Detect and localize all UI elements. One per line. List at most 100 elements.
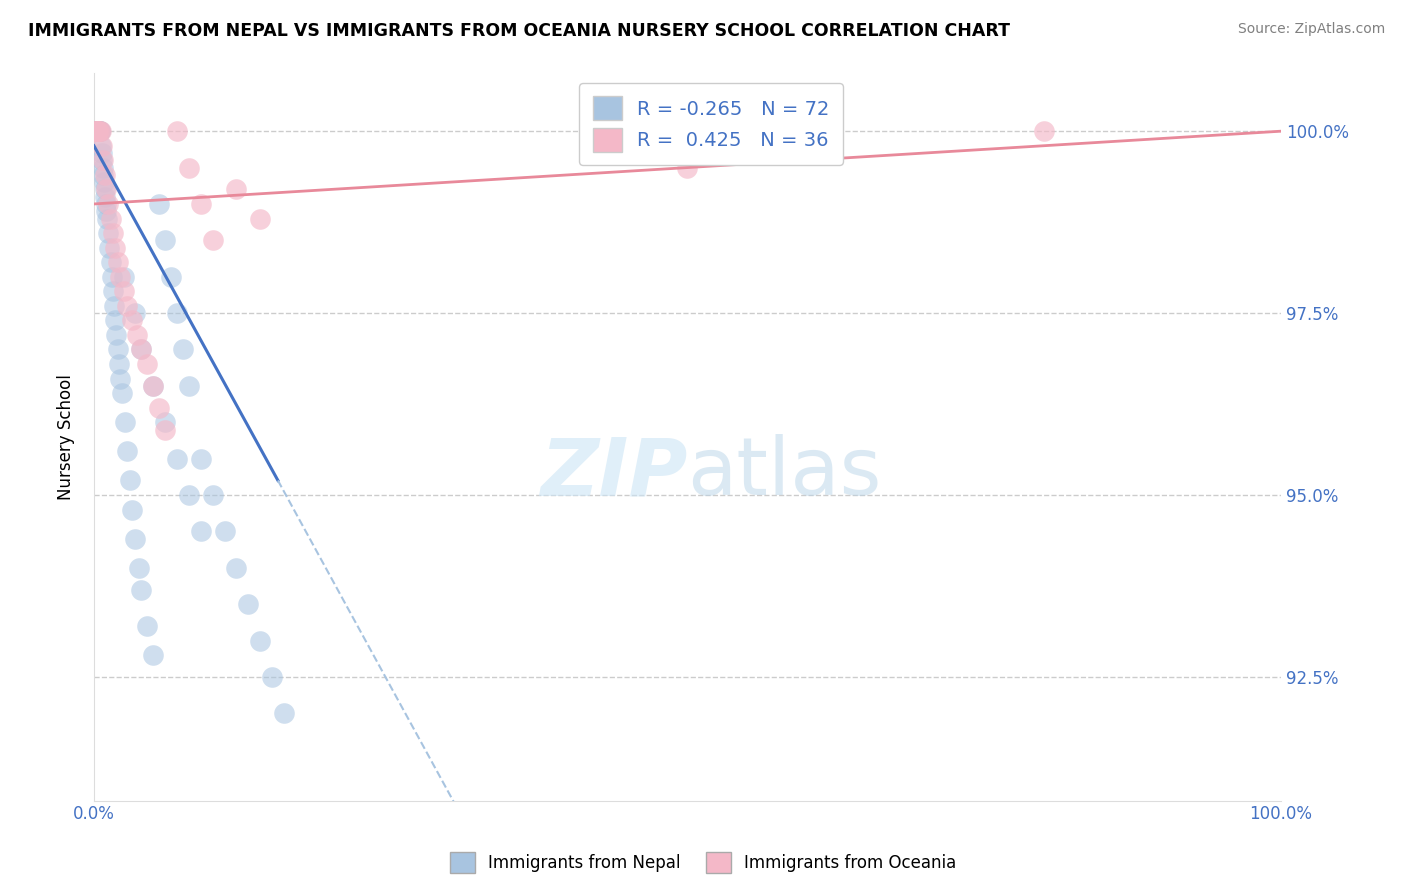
Point xyxy=(676,161,699,175)
Point xyxy=(105,327,128,342)
Point xyxy=(84,124,107,138)
Point xyxy=(121,313,143,327)
Point xyxy=(100,255,122,269)
Point xyxy=(214,524,236,539)
Point xyxy=(101,226,124,240)
Point xyxy=(125,327,148,342)
Point xyxy=(84,124,107,138)
Point xyxy=(124,532,146,546)
Point xyxy=(91,153,114,168)
Point xyxy=(86,124,108,138)
Point xyxy=(97,197,120,211)
Point xyxy=(93,168,115,182)
Point xyxy=(91,161,114,175)
Point xyxy=(98,241,121,255)
Point xyxy=(96,211,118,226)
Point xyxy=(112,269,135,284)
Point xyxy=(86,124,108,138)
Point xyxy=(115,299,138,313)
Point xyxy=(103,299,125,313)
Point xyxy=(104,241,127,255)
Point xyxy=(100,211,122,226)
Point xyxy=(87,124,110,138)
Point xyxy=(136,619,159,633)
Legend: Immigrants from Nepal, Immigrants from Oceania: Immigrants from Nepal, Immigrants from O… xyxy=(443,846,963,880)
Point xyxy=(104,313,127,327)
Point xyxy=(108,269,131,284)
Point xyxy=(87,124,110,138)
Point xyxy=(86,124,108,138)
Point xyxy=(107,343,129,357)
Point xyxy=(148,197,170,211)
Point xyxy=(114,415,136,429)
Point xyxy=(93,153,115,168)
Point xyxy=(142,379,165,393)
Point xyxy=(94,182,117,196)
Point xyxy=(91,138,114,153)
Point xyxy=(128,561,150,575)
Point xyxy=(131,582,153,597)
Point xyxy=(89,124,111,138)
Point xyxy=(172,343,194,357)
Point xyxy=(90,124,112,138)
Text: IMMIGRANTS FROM NEPAL VS IMMIGRANTS FROM OCEANIA NURSERY SCHOOL CORRELATION CHAR: IMMIGRANTS FROM NEPAL VS IMMIGRANTS FROM… xyxy=(28,22,1010,40)
Point xyxy=(121,502,143,516)
Point xyxy=(87,124,110,138)
Point xyxy=(115,444,138,458)
Point xyxy=(84,124,107,138)
Point xyxy=(84,124,107,138)
Point xyxy=(177,488,200,502)
Point xyxy=(112,285,135,299)
Point xyxy=(96,204,118,219)
Point xyxy=(107,255,129,269)
Point xyxy=(153,415,176,429)
Point xyxy=(111,386,134,401)
Point xyxy=(225,182,247,196)
Point xyxy=(83,124,105,138)
Point xyxy=(89,124,111,138)
Point xyxy=(84,124,107,138)
Point xyxy=(94,197,117,211)
Point xyxy=(1032,124,1054,138)
Text: Source: ZipAtlas.com: Source: ZipAtlas.com xyxy=(1237,22,1385,37)
Point xyxy=(160,269,183,284)
Point xyxy=(86,124,108,138)
Point xyxy=(100,269,122,284)
Point xyxy=(142,379,165,393)
Point xyxy=(97,226,120,240)
Point xyxy=(84,124,107,138)
Point xyxy=(131,343,153,357)
Point xyxy=(86,124,108,138)
Point xyxy=(108,371,131,385)
Point xyxy=(86,124,108,138)
Point xyxy=(166,451,188,466)
Point xyxy=(190,524,212,539)
Point xyxy=(93,175,115,189)
Point xyxy=(90,138,112,153)
Legend: R = -0.265   N = 72, R =  0.425   N = 36: R = -0.265 N = 72, R = 0.425 N = 36 xyxy=(579,83,844,165)
Point xyxy=(190,197,212,211)
Point xyxy=(89,124,111,138)
Point xyxy=(108,357,131,371)
Point xyxy=(93,168,115,182)
Point xyxy=(136,357,159,371)
Point xyxy=(118,474,141,488)
Point xyxy=(249,633,271,648)
Point xyxy=(153,423,176,437)
Point xyxy=(89,124,111,138)
Point xyxy=(201,488,224,502)
Point xyxy=(166,124,188,138)
Point xyxy=(238,597,260,611)
Point xyxy=(84,124,107,138)
Point xyxy=(142,648,165,662)
Point xyxy=(93,182,115,196)
Point xyxy=(153,233,176,247)
Point xyxy=(273,706,295,721)
Point xyxy=(260,670,283,684)
Point xyxy=(87,124,110,138)
Point xyxy=(94,189,117,203)
Point xyxy=(177,379,200,393)
Point xyxy=(201,233,224,247)
Point xyxy=(90,146,112,161)
Point xyxy=(225,561,247,575)
